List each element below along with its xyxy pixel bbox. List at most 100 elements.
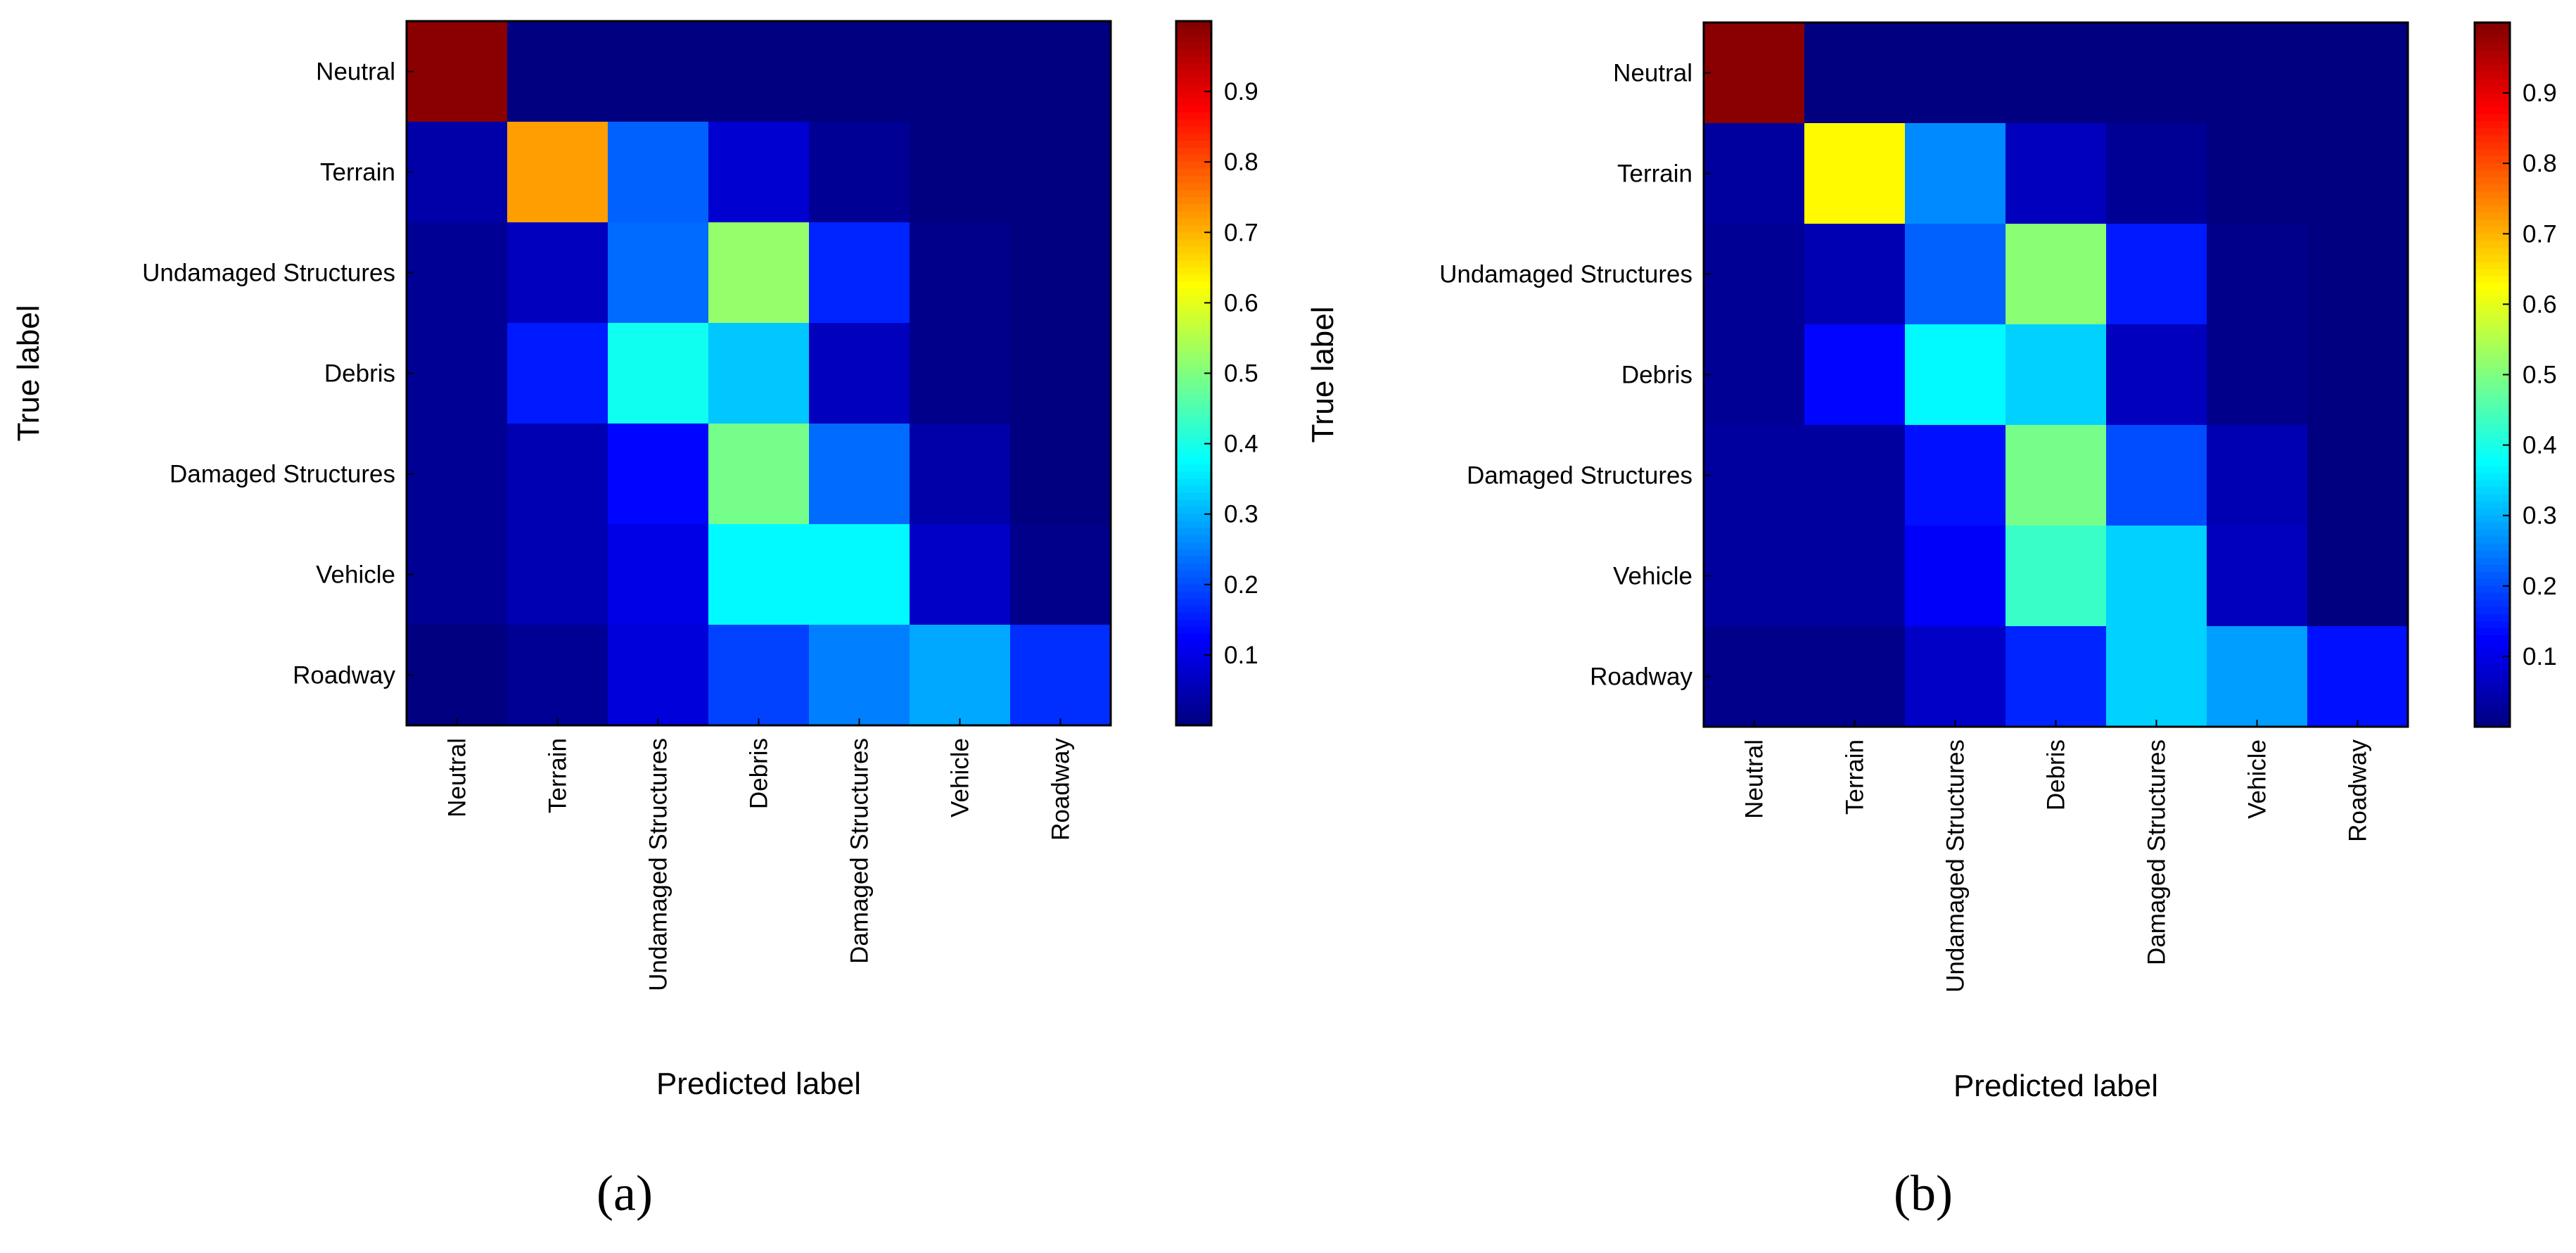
colorbar-segment [1176, 225, 1211, 234]
colorbar-segment [2475, 557, 2510, 566]
colorbar-segment [1176, 190, 1211, 198]
colorbar-segment [1176, 718, 1211, 726]
heatmap-cell-b-r5-c6 [2307, 526, 2409, 627]
heatmap-cell-a-r5-c4 [809, 524, 910, 625]
heatmap-cell-b-r2-c3 [2006, 224, 2107, 325]
colorbar-tick-label: 0.2 [2523, 573, 2557, 600]
colorbar-segment [2475, 712, 2510, 720]
colorbar-segment [2475, 100, 2510, 108]
colorbar-segment [2475, 543, 2510, 552]
colorbar-segment [2475, 346, 2510, 355]
colorbar-tick-label: 0.1 [1224, 642, 1258, 669]
heatmap-cell-a-r5-c5 [910, 524, 1011, 625]
heatmap-cell-b-r0-c5 [2207, 23, 2308, 124]
y-tick-label: Damaged Structures [1467, 462, 1692, 490]
colorbar-segment [2475, 128, 2510, 136]
colorbar-segment [1176, 415, 1211, 424]
colorbar-segment [2475, 663, 2510, 671]
colorbar-segment [1176, 443, 1211, 452]
colorbar-segment [2475, 121, 2510, 129]
heatmap-cell-a-r6-c3 [708, 625, 810, 726]
colorbar-segment [2475, 44, 2510, 52]
colorbar-segment [2475, 628, 2510, 636]
colorbar-segment [2475, 501, 2510, 509]
colorbar-segment [1176, 239, 1211, 248]
colorbar-segment [1176, 401, 1211, 409]
colorbar-segment [1176, 528, 1211, 536]
heatmap-cell-b-r2-c0 [1704, 224, 1805, 325]
colorbar-segment [1176, 507, 1211, 515]
colorbar-segment [2475, 585, 2510, 594]
colorbar-segment [1176, 204, 1211, 212]
colorbar-segment [1176, 535, 1211, 543]
heatmap-cell-b-r1-c2 [1905, 123, 2006, 224]
x-tick-label: Roadway [2345, 739, 2372, 842]
colorbar-segment [1176, 310, 1211, 318]
colorbar-segment [2475, 353, 2510, 362]
heatmap-cell-a-r3-c1 [507, 323, 608, 424]
colorbar-segment [2475, 719, 2510, 727]
heatmap-cell-a-r5-c1 [507, 524, 608, 625]
colorbar-segment [1176, 281, 1211, 290]
heatmap-cell-b-r3-c3 [2006, 324, 2107, 426]
colorbar-segment [1176, 35, 1211, 44]
colorbar-segment [1176, 626, 1211, 635]
colorbar-segment [2475, 445, 2510, 453]
colorbar-segment [2475, 269, 2510, 277]
heatmap-cell-b-r1-c6 [2307, 123, 2409, 224]
colorbar-segment [1176, 28, 1211, 37]
colorbar-segment [1176, 612, 1211, 621]
heatmap-cell-a-r6-c1 [507, 625, 608, 726]
colorbar-segment [1176, 668, 1211, 677]
colorbar-segment [2475, 262, 2510, 270]
colorbar-segment [2475, 325, 2510, 333]
heatmap-cell-a-r4-c4 [809, 424, 910, 525]
heatmap-cell-b-r3-c2 [1905, 324, 2006, 426]
colorbar-segment [2475, 191, 2510, 200]
colorbar-segment [2475, 318, 2510, 326]
caption-a: (a) [519, 1164, 730, 1223]
heatmap-cell-b-r2-c5 [2207, 224, 2308, 325]
colorbar-segment [2475, 367, 2510, 376]
colorbar-segment [2475, 409, 2510, 418]
x-axis-title: Predicted label [1953, 1069, 2158, 1103]
x-tick-label: Roadway [1047, 738, 1075, 841]
colorbar-segment [1176, 162, 1211, 170]
colorbar-segment [2475, 374, 2510, 383]
y-tick-label: Debris [1621, 362, 1692, 389]
x-tick-label: Undamaged Structures [645, 738, 672, 991]
colorbar-segment [1176, 485, 1211, 494]
colorbar-segment [1176, 429, 1211, 438]
colorbar-segment [1176, 267, 1211, 276]
y-tick-label: Roadway [1590, 663, 1692, 691]
colorbar-segment [1176, 169, 1211, 177]
heatmap-cell-a-r1-c5 [910, 122, 1011, 223]
colorbar-segment [2475, 297, 2510, 305]
colorbar-tick-label: 0.9 [1224, 78, 1258, 106]
colorbar-segment [2475, 635, 2510, 643]
colorbar-segment [1176, 584, 1211, 592]
heatmap-cell-a-r0-c1 [507, 21, 608, 122]
colorbar-tick-label: 0.7 [1224, 219, 1258, 246]
heatmap-panel-a: Neutral Terrain Undamaged Structures Debris… [11, 20, 1258, 1101]
heatmap-cell-a-r1-c6 [1010, 122, 1111, 223]
heatmap-cell-a-r5-c6 [1010, 524, 1111, 625]
colorbar-segment [1176, 394, 1211, 402]
colorbar-segment [2475, 30, 2510, 38]
colorbar-segment [2475, 360, 2510, 369]
heatmap-cell-b-r6-c3 [2006, 626, 2107, 727]
heatmap-cell-b-r0-c3 [2006, 23, 2107, 124]
heatmap-cell-a-r2-c3 [708, 222, 810, 324]
heatmap-cell-a-r4-c5 [910, 424, 1011, 525]
colorbar-segment [1176, 56, 1211, 65]
colorbar-segment [1176, 542, 1211, 550]
colorbar-segment [1176, 127, 1211, 135]
colorbar-tick-label: 0.6 [2523, 291, 2557, 318]
colorbar-segment [1176, 675, 1211, 684]
colorbar-segment [1176, 697, 1211, 705]
heatmap-cell-b-r3-c1 [1804, 324, 1906, 426]
heatmap-cell-b-r4-c3 [2006, 425, 2107, 526]
colorbar-segment [2475, 23, 2510, 31]
y-tick-label: Terrain [320, 159, 395, 186]
